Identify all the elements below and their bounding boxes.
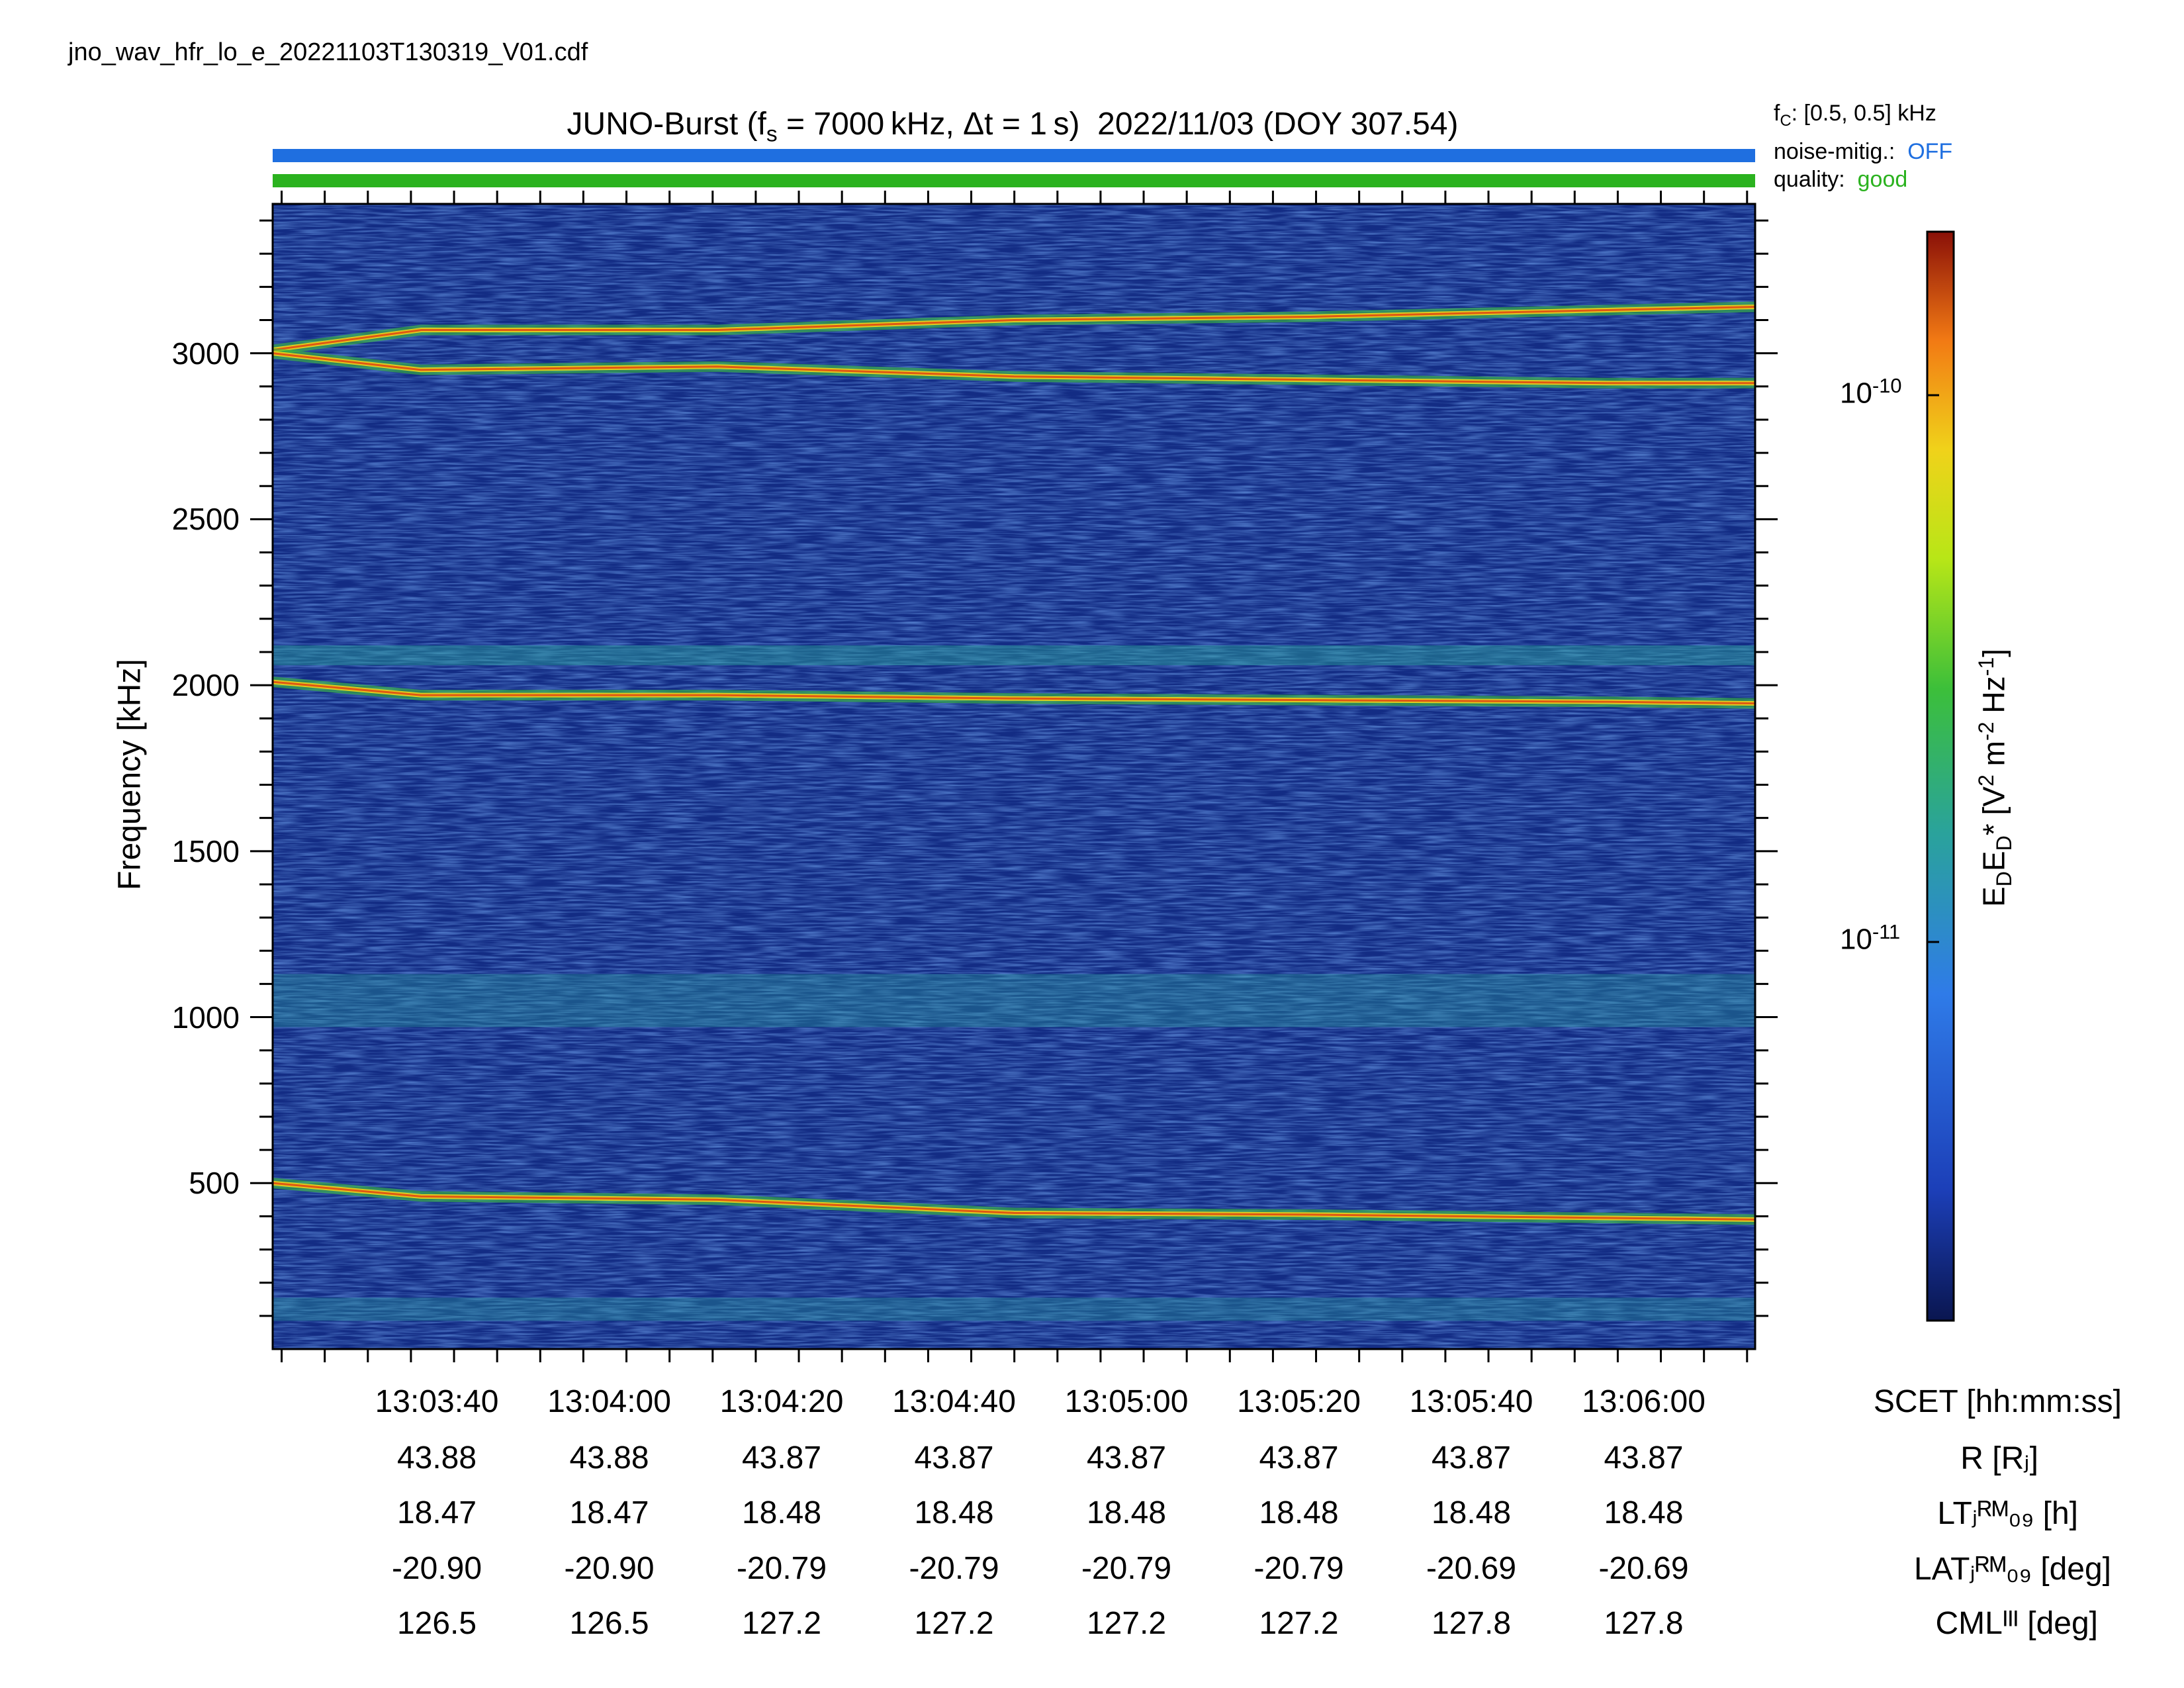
ephemeris-value: -20.79 <box>1253 1551 1344 1586</box>
ephemeris-value: 18.48 <box>741 1495 822 1530</box>
x-tick-label: 13:05:00 <box>1064 1384 1189 1419</box>
emission-line <box>272 352 1755 385</box>
ephemeris-value: 127.2 <box>1259 1606 1339 1641</box>
emission-band <box>273 974 1755 1027</box>
ephemeris-value: 126.5 <box>569 1606 649 1641</box>
ephemeris-value: -20.69 <box>1426 1551 1517 1586</box>
ephemeris-value: -20.90 <box>564 1551 655 1586</box>
ephemeris-value: -20.79 <box>1081 1551 1172 1586</box>
ephemeris-value: 127.8 <box>1431 1606 1512 1641</box>
ephemeris-value: 18.47 <box>396 1495 477 1530</box>
x-tick-label: 13:03:40 <box>375 1384 499 1419</box>
x-tick-label: 13:05:40 <box>1409 1384 1533 1419</box>
ephemeris-row-label: LATⱼᴿᴹ₀₉ [deg] <box>1913 1552 2111 1587</box>
ephemeris-value: 127.2 <box>914 1606 994 1641</box>
y-tick-label: 2500 <box>171 502 240 537</box>
x-tick-label: 13:04:20 <box>719 1384 844 1419</box>
ephemeris-value: 18.47 <box>569 1495 649 1530</box>
quality-label: quality: <box>1774 167 1845 192</box>
ephemeris-value: 43.87 <box>1431 1440 1512 1476</box>
x-axis-label: SCET [hh:mm:ss] <box>1873 1384 2122 1419</box>
ephemeris-value: 127.2 <box>741 1606 822 1641</box>
noise-mitig-bar <box>273 149 1755 162</box>
x-tick-label: 13:04:00 <box>547 1384 671 1419</box>
ephemeris-value: -20.79 <box>736 1551 827 1586</box>
ephemeris-row-label: R [Rⱼ] <box>1960 1441 2038 1476</box>
ephemeris-value: 126.5 <box>396 1606 477 1641</box>
ephemeris-value: -20.79 <box>909 1551 999 1586</box>
y-tick-label: 1500 <box>171 833 240 868</box>
y-tick-label: 500 <box>189 1166 240 1201</box>
ephemeris-value: 43.88 <box>569 1440 649 1476</box>
x-tick-label: 13:05:20 <box>1237 1384 1361 1419</box>
ephemeris-value: -20.90 <box>391 1551 482 1586</box>
ephemeris-value: 43.87 <box>1086 1440 1167 1476</box>
ephemeris-row-label: LTⱼᴿᴹ₀₉ [h] <box>1937 1496 2078 1531</box>
x-tick-label: 13:04:40 <box>892 1384 1016 1419</box>
y-tick-label: 2000 <box>171 668 240 703</box>
plot-noise-texture <box>273 204 1755 1349</box>
emission-bands <box>273 645 1755 1321</box>
quality-status: quality: good <box>1774 167 1907 193</box>
noise-mitig-status: noise-mitig.: OFF <box>1774 139 1952 165</box>
colorbar-tick-label-2: 10-11 <box>1840 920 1901 956</box>
ephemeris-value: 43.88 <box>396 1440 477 1476</box>
emission-band <box>273 645 1755 666</box>
y-tick-label: 3000 <box>171 336 240 371</box>
y-axis-ticks <box>250 219 1778 1317</box>
emission-line <box>272 1182 1756 1221</box>
file-name: jno_wav_hfr_lo_e_20221103T130319_V01.cdf <box>68 38 588 66</box>
ephemeris-row-label: CMLᴵᴵᴵ [deg] <box>1935 1606 2098 1641</box>
plot-area <box>271 203 1756 1350</box>
ephemeris-value: 43.87 <box>1604 1440 1684 1476</box>
y-axis-label: Frequency [kHz] <box>112 659 148 890</box>
emission-band <box>273 1297 1755 1321</box>
fc-label: fC: [0.5, 0.5] kHz <box>1774 101 1936 130</box>
colorbar <box>1926 230 1955 1322</box>
ephemeris-value: 18.48 <box>1604 1495 1684 1530</box>
chart-title: JUNO-Burst (fs = 7000 kHz, Δt = 1 s) 202… <box>567 107 1459 147</box>
quality-value: good <box>1857 167 1908 192</box>
ephemeris-value: 127.8 <box>1604 1606 1684 1641</box>
ephemeris-value: 18.48 <box>914 1495 994 1530</box>
emission-line <box>272 305 1756 352</box>
ephemeris-value: 43.87 <box>741 1440 822 1476</box>
quality-bar <box>273 174 1755 187</box>
emission-lines <box>271 301 1756 1225</box>
ephemeris-value: 43.87 <box>914 1440 994 1476</box>
emission-line <box>272 680 1756 705</box>
ephemeris-value: 127.2 <box>1086 1606 1167 1641</box>
noise-value: OFF <box>1907 139 1953 164</box>
ephemeris-value: 18.48 <box>1086 1495 1167 1530</box>
y-tick-label: 1000 <box>171 1000 240 1035</box>
ephemeris-value: 43.87 <box>1259 1440 1339 1476</box>
colorbar-label: EDED* [V2 m-2 Hz-1] <box>1974 648 2016 908</box>
noise-label: noise-mitig.: <box>1774 139 1895 164</box>
x-axis-ticks <box>281 191 1749 1362</box>
ephemeris-value: 18.48 <box>1431 1495 1512 1530</box>
ephemeris-value: -20.69 <box>1598 1551 1689 1586</box>
colorbar-tick-label-1: 10-10 <box>1840 374 1902 410</box>
ephemeris-value: 18.48 <box>1259 1495 1339 1530</box>
x-tick-label: 13:06:00 <box>1582 1384 1706 1419</box>
